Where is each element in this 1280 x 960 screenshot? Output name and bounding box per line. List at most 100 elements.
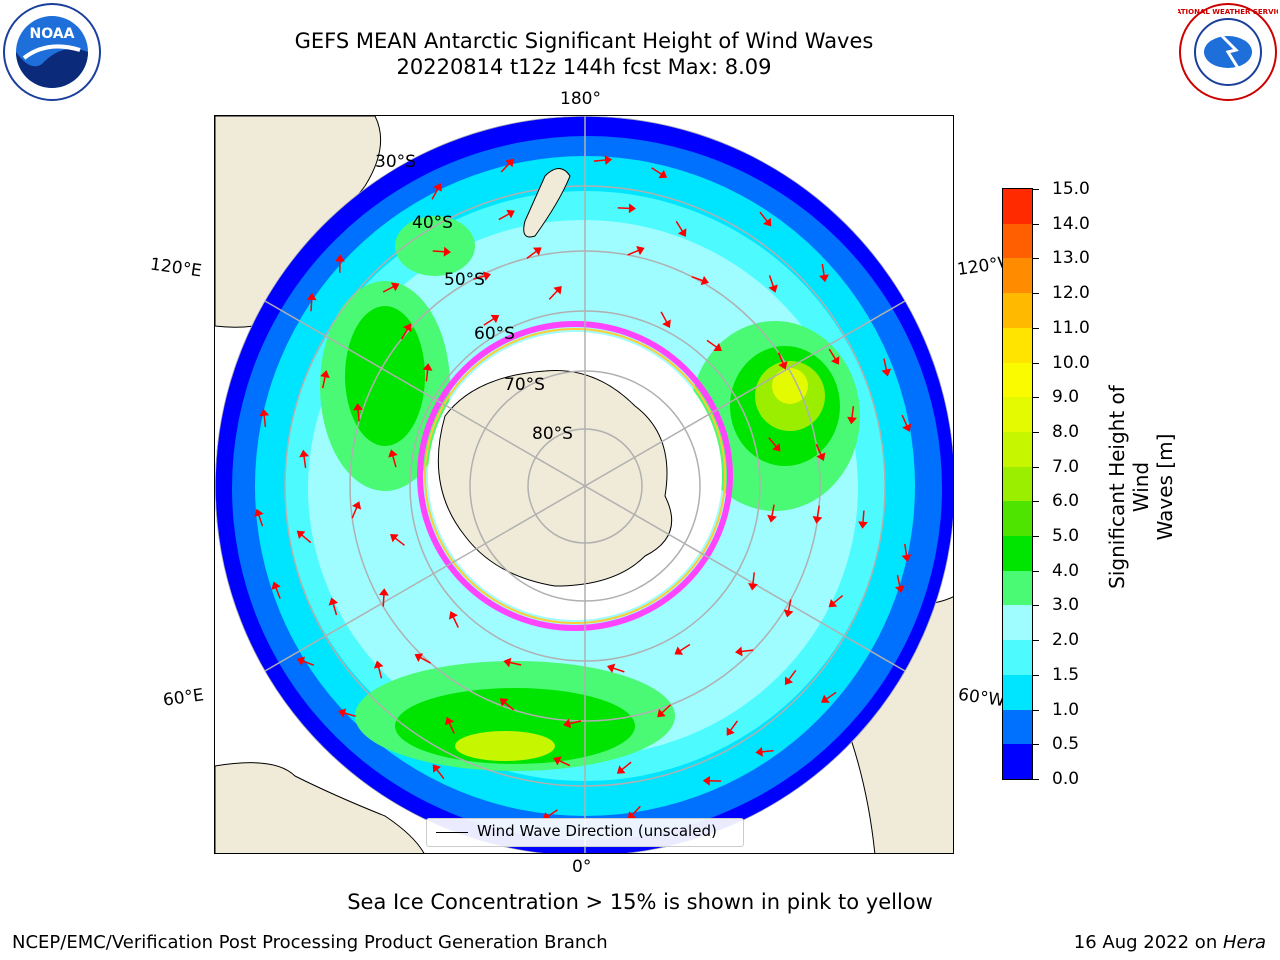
colorbar-segment (1003, 362, 1032, 398)
wave-arrow (621, 761, 632, 771)
wave-arrow-head (306, 292, 317, 301)
wave-arrow-head (503, 657, 512, 668)
map-legend: Wind Wave Direction (unscaled) (426, 818, 744, 847)
wave-arrow (548, 290, 559, 300)
lon-label-top: 180° (560, 89, 601, 109)
wave-arrow (569, 720, 582, 725)
land-africa (215, 762, 425, 853)
wave-arrow-head (816, 452, 826, 461)
wave-arrow-head (821, 694, 830, 703)
wave-arrow (825, 691, 837, 700)
wave-arrow-head (657, 708, 666, 718)
wave-arrow (832, 594, 844, 604)
wave-arrow-head (563, 718, 572, 729)
wave-arrow-head (713, 342, 722, 351)
wave-arrow-head (259, 408, 270, 417)
wave-arrow-head (778, 361, 788, 370)
colorbar-tick-mark (1033, 397, 1039, 399)
colorbar-tick-label: 9.0 (1052, 387, 1080, 408)
wave-arrow-head (755, 746, 763, 757)
wave-arrow (558, 759, 571, 767)
colorbar-tick-mark (1033, 501, 1039, 503)
colorbar-segment (1003, 604, 1032, 641)
footer-branch: NCEP/EMC/Verification Post Processing Pr… (12, 932, 608, 953)
colorbar-tick-mark (1033, 605, 1039, 607)
wave-arrow-head (378, 588, 389, 596)
lat-label-30s: 30°S (375, 152, 416, 172)
legend-line-sample (436, 832, 468, 833)
wave-arrow-head (553, 286, 562, 295)
wave-arrow (357, 409, 360, 422)
colorbar-tick-mark (1033, 570, 1039, 572)
colorbar-segment (1003, 674, 1032, 710)
wave-arrow-head (734, 646, 743, 657)
wave-arrow (729, 720, 739, 732)
colorbar-tick-label: 10.0 (1052, 352, 1090, 373)
wave-arrow-head (636, 246, 645, 256)
colorbar-tick-mark (1033, 779, 1039, 780)
nws-logo-text: NATIONAL WEATHER SERVICE (1178, 8, 1278, 16)
wave-arrow-head (432, 764, 441, 773)
legend-label: Wind Wave Direction (unscaled) (477, 822, 717, 840)
wave-arrow-head (674, 646, 684, 655)
colorbar-tick-label: 4.0 (1052, 560, 1080, 581)
colorbar-tick-label: 5.0 (1052, 526, 1080, 547)
colorbar-tick-mark (1033, 536, 1039, 538)
colorbar-tick-label: 15.0 (1052, 179, 1090, 199)
wave-arrow (436, 768, 445, 780)
wave-arrow-head (819, 274, 829, 283)
wave-arrow (448, 722, 455, 734)
wave-arrow-head (328, 597, 339, 606)
wave-arrow (343, 712, 356, 718)
colorbar-tick-mark (1033, 709, 1039, 711)
wave-arrow (332, 603, 338, 616)
land-new-zealand (523, 168, 571, 238)
colorbar-tick-label: 1.5 (1052, 664, 1080, 685)
wave-arrow (483, 317, 495, 326)
wave-arrow (432, 250, 445, 253)
wave-arrow (302, 660, 315, 666)
wave-arrow-head (296, 530, 306, 540)
colorbar-tick-label: 14.0 (1052, 213, 1090, 234)
wave-arrow (759, 211, 768, 222)
wave-arrow (904, 543, 908, 556)
colorbar-segment (1003, 709, 1032, 745)
wave-arrow (526, 250, 537, 259)
colorbar-tick-mark (1033, 258, 1039, 260)
wind-wave-arrows (254, 155, 912, 821)
wave-arrow-head (448, 611, 458, 620)
colorbar-tick-mark (1033, 362, 1039, 364)
colorbar-tick-mark (1033, 223, 1039, 225)
wave-arrow-head (373, 660, 384, 669)
wave-arrow (821, 263, 825, 276)
wave-arrow (382, 285, 395, 293)
wave-arrow (473, 275, 486, 280)
lon-label-bottom: 0° (572, 857, 592, 877)
colorbar-tick-label: 1.0 (1052, 699, 1080, 720)
wave-arrow-head (335, 254, 345, 262)
wave-arrow (310, 299, 313, 312)
lat-label-40s: 40°S (412, 213, 453, 233)
wave-arrow-head (352, 501, 362, 510)
wave-arrow-head (700, 275, 709, 286)
colorbar-segment (1003, 396, 1032, 432)
wave-arrow (509, 661, 522, 666)
wave-arrow (504, 701, 515, 711)
wave-arrow (851, 406, 855, 419)
colorbar-title-line2: Waves [m] (1153, 433, 1177, 541)
wave-arrow (627, 249, 640, 256)
wave-arrow-head (702, 775, 711, 786)
colorbar-tick-mark (1033, 189, 1039, 190)
wave-arrow-head (254, 508, 264, 518)
wave-arrow-head (772, 443, 781, 452)
wave-arrow-head (296, 656, 306, 666)
wave-arrow (301, 534, 312, 544)
wave-arrow-head (763, 217, 772, 227)
colorbar-segment (1003, 570, 1032, 606)
colorbar-segment (1003, 500, 1032, 537)
wave-arrow-head (532, 247, 542, 256)
colorbar-segment (1003, 639, 1032, 675)
colorbar-tick-label: 12.0 (1052, 283, 1090, 304)
wave-arrow (263, 414, 267, 428)
colorbar-title-line1: Significant Height of Wind (1105, 385, 1153, 589)
